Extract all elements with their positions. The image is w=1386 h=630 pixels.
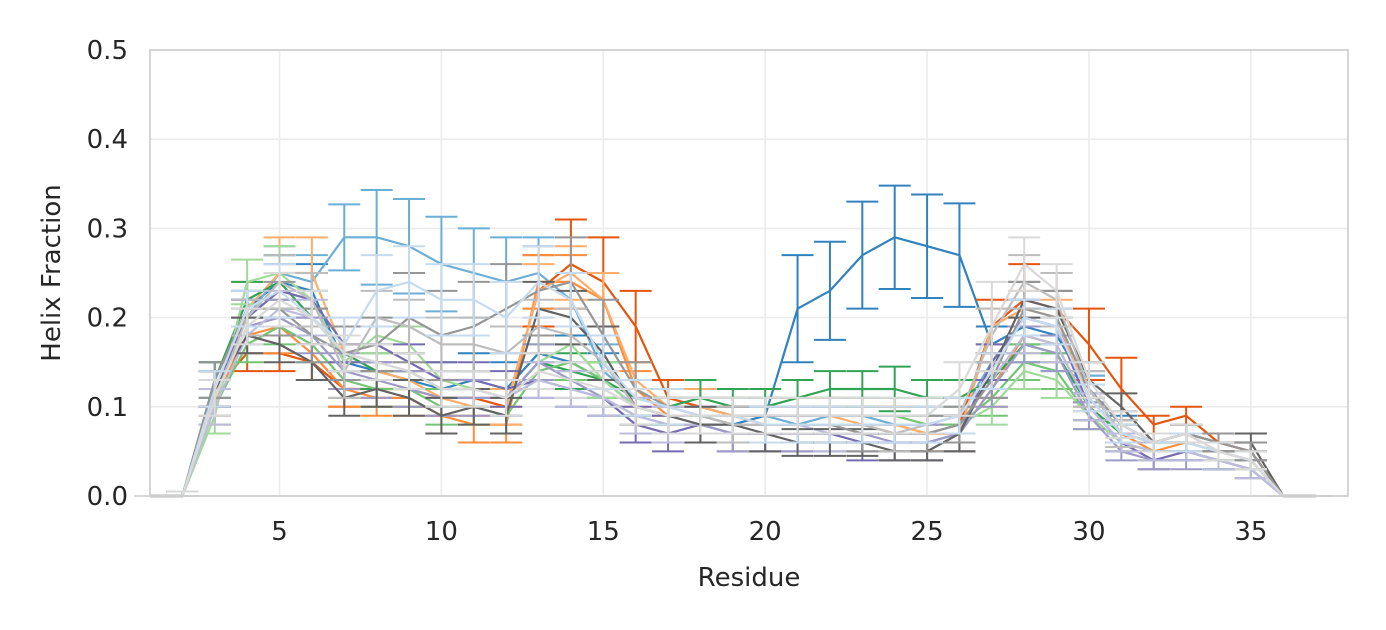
y-axis-label: Helix Fraction xyxy=(37,184,67,361)
series-16 xyxy=(134,236,1332,498)
y-tick-label: 0.2 xyxy=(87,304,128,334)
y-tick-label: 0.3 xyxy=(87,214,128,244)
x-tick-label: 30 xyxy=(1072,517,1105,547)
x-tick-label: 10 xyxy=(425,517,458,547)
axes xyxy=(149,49,1349,497)
plot-frame xyxy=(149,49,1349,497)
series-3 xyxy=(134,218,1332,498)
y-tick-label: 0.4 xyxy=(87,125,128,155)
y-tick-label: 0.5 xyxy=(87,36,128,66)
y-tick-label: 0.0 xyxy=(87,482,128,512)
series-5 xyxy=(134,236,1332,498)
x-tick-label: 15 xyxy=(587,517,620,547)
x-tick-label: 35 xyxy=(1234,517,1267,547)
series-line xyxy=(150,263,1316,498)
tick-labels: 5 10 15 20 25 30 35 0.0 0.1 0.2 0.3 0.4 0.5 xyxy=(87,36,1268,547)
x-tick-label: 20 xyxy=(749,517,782,547)
x-axis-label: Residue xyxy=(698,563,801,593)
series-layer xyxy=(134,184,1332,498)
y-tick-label: 0.1 xyxy=(87,393,128,423)
x-tick-label: 25 xyxy=(911,517,944,547)
series-line xyxy=(150,271,1316,498)
x-tick-label: 5 xyxy=(271,517,288,547)
